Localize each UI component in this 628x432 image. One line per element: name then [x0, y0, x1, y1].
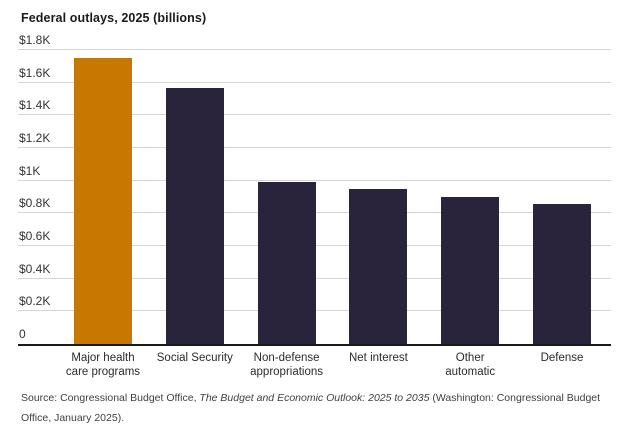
- x-axis-label: Other automatic: [445, 352, 496, 379]
- source-citation-italic: The Budget and Economic Outlook: 2025 to…: [199, 392, 430, 404]
- y-axis-tick-label: $0.4K: [19, 261, 51, 276]
- y-axis-tick-label: $1.4K: [19, 98, 51, 113]
- plot-area: $0.2K $0.4K $0.6K $0.8K $1K $1.2K $1.4K $1.6K $1…: [18, 33, 611, 346]
- bar-3: [349, 188, 408, 344]
- y-axis-tick-label: $1.6K: [19, 65, 51, 80]
- gridline: [18, 49, 611, 50]
- source-text: Source: Congressional Budget Office,: [21, 392, 200, 404]
- x-axis-label: Social Security: [156, 352, 233, 364]
- bar-5: [533, 204, 591, 344]
- gridline: [18, 81, 611, 83]
- bar-0: [74, 58, 132, 344]
- y-axis-tick-label: $1K: [19, 163, 41, 178]
- gridline: [18, 179, 611, 181]
- y-axis-tick-label: $0.2K: [19, 294, 51, 309]
- y-axis-zero-label: 0: [19, 327, 26, 341]
- gridline: [18, 114, 611, 116]
- source-note: Source: Congressional Budget Office, The…: [21, 389, 611, 429]
- x-axis-label: Net interest: [348, 352, 408, 364]
- x-axis-label: Non-defense appropriations: [250, 352, 324, 379]
- y-axis-tick-label: $0.6K: [19, 229, 51, 243]
- x-axis-label: Defense: [540, 352, 584, 364]
- bar-2: [257, 182, 316, 344]
- x-axis-labels: Major health care programs Social Securit…: [18, 351, 611, 381]
- y-axis-tick-label: $0.8K: [19, 196, 51, 211]
- gridline: [18, 147, 611, 148]
- chart-title: Federal outlays, 2025 (billions): [21, 11, 207, 25]
- x-axis-label: Major health care programs: [65, 352, 141, 379]
- bar-4: [441, 197, 500, 344]
- y-axis-tick-label: $1.8K: [19, 33, 51, 47]
- bar-1: [165, 88, 224, 344]
- source-text-suffix: (Washington: Congressional Budget Office…: [21, 392, 601, 424]
- y-axis-tick-label: $1.2K: [19, 131, 51, 145]
